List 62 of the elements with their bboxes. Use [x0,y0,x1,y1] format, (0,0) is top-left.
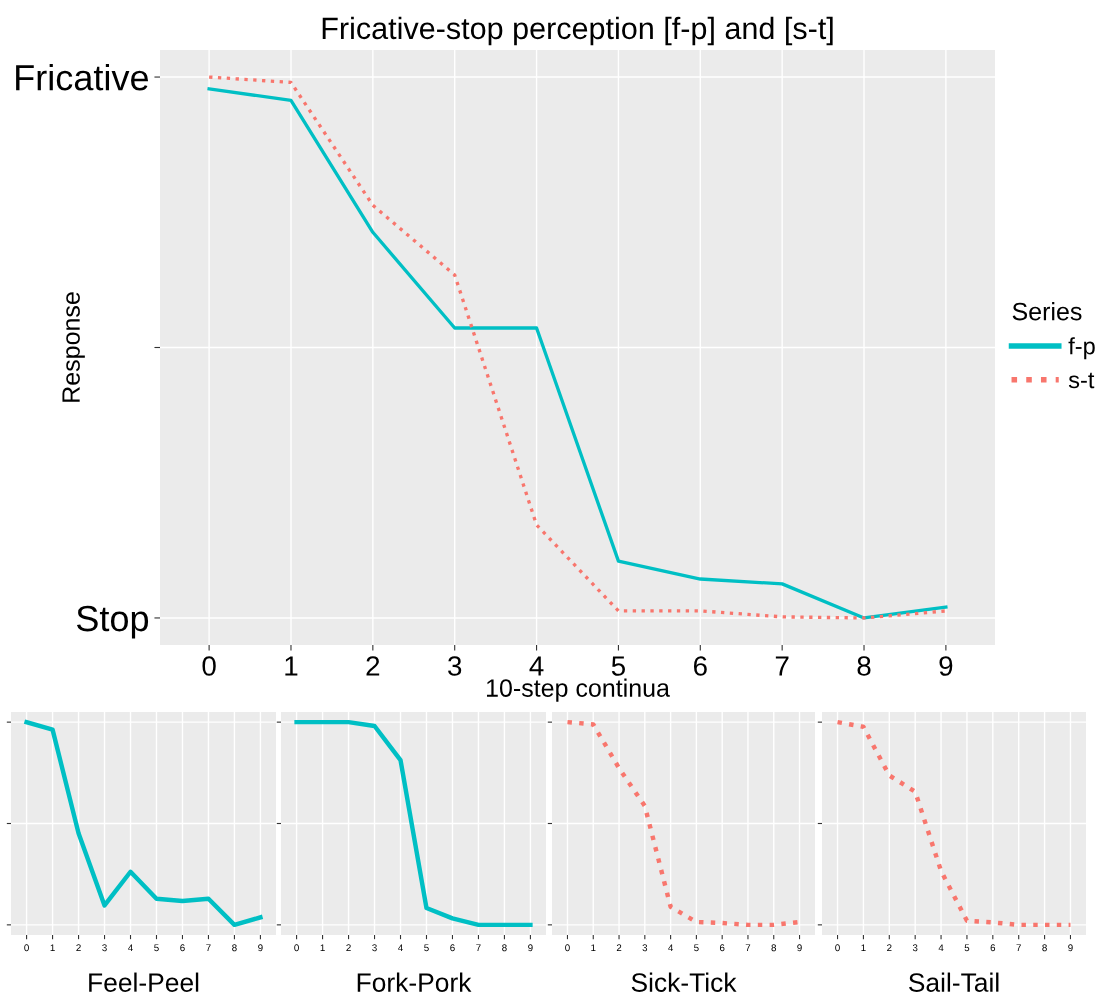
x-tick-label: 1 [591,944,596,952]
x-tick-label: 3 [642,944,648,952]
x-tick-label: 5 [424,944,429,952]
text: Fricative [16,63,148,91]
x-tick-label: 4 [128,944,133,952]
x-tick-label: 0 [835,944,840,952]
x-tick-label: 5 [611,656,625,676]
x-tick-label: 6 [990,944,996,952]
x-tick-label: 0 [24,944,29,952]
x-tick-label: 4 [668,944,674,952]
x-tick-label: 6 [693,656,707,676]
x-tick-label: 5 [154,944,159,952]
x-axis-title: 10-step continua [486,678,670,702]
x-tick-label: 4 [938,944,944,952]
x-tick-label: 2 [346,944,351,952]
x-tick-label: 9 [258,944,263,952]
chart-title: Fricative-stop perception [f-p] and [s-t] [322,16,833,46]
x-tick-label: 0 [565,944,570,952]
x-tick-label: 8 [857,656,871,676]
x-tick-label: 8 [232,944,237,952]
x-axis-title: Sick-Tick [631,972,737,992]
x-tick-label: 8 [771,944,777,952]
x-tick-label: 2 [366,656,380,676]
legend-label: s-t [1068,372,1095,389]
text: Stop [76,605,149,639]
x-tick-label: 1 [320,944,325,952]
x-tick-label: 9 [1068,944,1073,952]
x-tick-label: 1 [861,944,866,952]
y-axis-title: Response [62,292,85,402]
x-tick-label: 7 [745,944,751,952]
x-tick-label: 2 [887,944,892,952]
x-tick-label: 3 [372,944,377,952]
x-axis-title: Feel-Peel [89,972,199,992]
x-axis-title: Fork-Pork [357,972,472,992]
x-tick-label: 4 [398,944,403,952]
x-tick-label: 9 [528,944,533,952]
x-tick-label: 0 [294,944,299,952]
x-tick-label: 3 [102,944,107,952]
x-tick-label: 2 [76,944,81,952]
x-tick-label: 4 [529,656,544,676]
x-tick-label: 9 [797,944,802,952]
legend-label: f-p [1068,337,1095,360]
x-tick-label: 6 [450,944,455,952]
x-tick-label: 6 [719,944,725,952]
x-tick-label: 2 [616,944,622,952]
legend-title: Series [1012,302,1082,321]
x-tick-label: 7 [206,944,211,952]
x-tick-label: 7 [775,656,789,676]
x-tick-label: 1 [285,656,298,676]
x-axis-title: Sail-Tail [909,972,999,992]
x-tick-label: 6 [180,944,185,952]
x-tick-label: 9 [939,656,953,676]
x-tick-label: 1 [50,944,55,952]
x-tick-label: 8 [502,944,507,952]
x-tick-label: 5 [964,944,970,952]
x-tick-label: 5 [694,944,699,952]
x-tick-label: 0 [202,656,216,676]
x-tick-label: 7 [1016,944,1021,952]
x-tick-label: 8 [1042,944,1047,952]
x-tick-label: 3 [912,944,918,952]
x-tick-label: 7 [476,944,481,952]
x-tick-label: 3 [448,656,462,676]
